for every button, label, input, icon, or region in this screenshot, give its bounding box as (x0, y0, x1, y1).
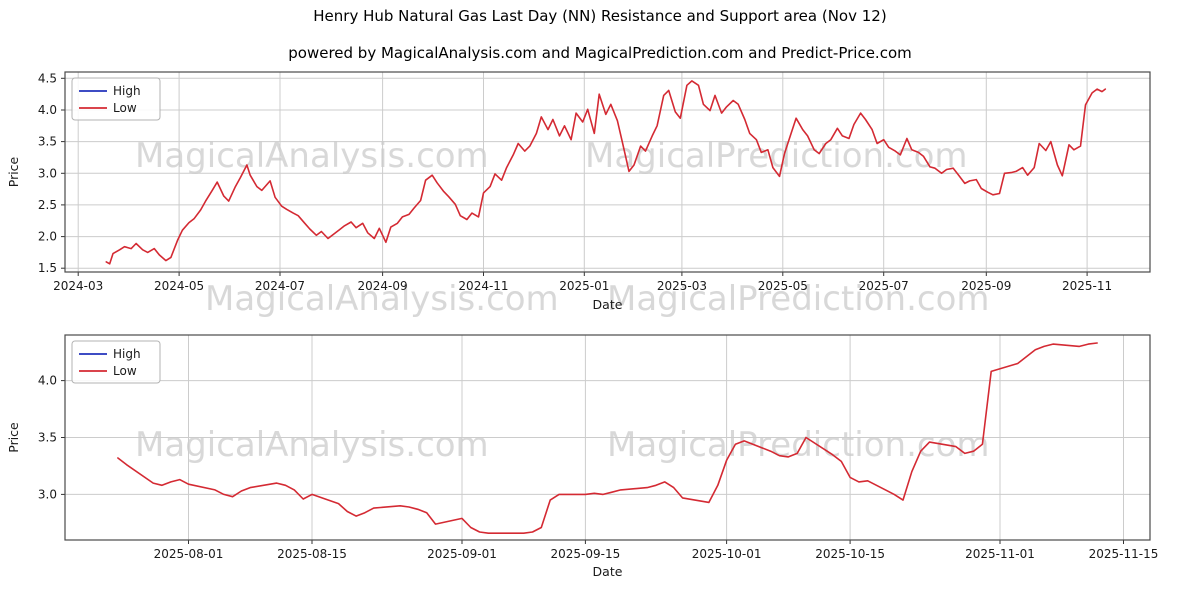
watermark-text: MagicalPrediction.com (607, 279, 990, 319)
y-tick-label: 4.0 (38, 103, 57, 117)
x-tick-label: 2025-08-15 (277, 547, 347, 561)
y-tick-label: 4.5 (38, 71, 57, 85)
y-tick-label: 1.5 (38, 261, 57, 275)
x-tick-label: 2025-03 (657, 279, 707, 293)
chart-title: Henry Hub Natural Gas Last Day (NN) Resi… (313, 7, 887, 25)
legend: High Low (71, 340, 161, 384)
legend-label: Low (113, 364, 137, 378)
y-tick-label: 4.0 (38, 374, 57, 388)
x-tick-label: 2025-10-01 (692, 547, 762, 561)
y-tick-label: 3.5 (38, 431, 57, 445)
x-tick-label: 2024-03 (53, 279, 103, 293)
x-tick-label: 2025-07 (859, 279, 909, 293)
plot-frame (64, 71, 1151, 273)
series-line-low (117, 342, 1098, 535)
x-axis-label: Date (593, 564, 623, 579)
x-tick-label: 2025-05 (758, 279, 808, 293)
x-tick-label: 2025-11-01 (965, 547, 1035, 561)
x-tick-label: 2025-11 (1062, 279, 1112, 293)
legend: High Low (71, 77, 161, 121)
y-tick-label: 3.0 (38, 487, 57, 501)
y-tick-label: 2.0 (38, 230, 57, 244)
x-tick-label: 2025-09-15 (551, 547, 621, 561)
x-axis-label: Date (593, 297, 623, 312)
subplot-1: 2025-08-01 2025-08-15 2025-09-01 2025-09-15… (6, 334, 1159, 579)
legend-label: High (113, 347, 141, 361)
plot-frame (64, 334, 1151, 541)
y-tick-label: 3.5 (38, 135, 57, 149)
y-axis-label: Price (6, 422, 21, 453)
x-tick-label: 2024-11 (458, 279, 508, 293)
x-tick-label: 2024-07 (255, 279, 305, 293)
x-tick-label: 2025-10-15 (815, 547, 885, 561)
y-tick-label: 2.5 (38, 198, 57, 212)
chart-subtitle: powered by MagicalAnalysis.com and Magic… (288, 44, 912, 62)
x-tick-label: 2025-11-15 (1089, 547, 1159, 561)
y-tick-label: 3.0 (38, 166, 57, 180)
legend-label: High (113, 84, 141, 98)
legend-box (71, 77, 161, 121)
x-tick-label: 2024-05 (154, 279, 204, 293)
x-tick-label: 2025-01 (559, 279, 609, 293)
y-axis-label: Price (6, 156, 21, 187)
legend-label: Low (113, 101, 137, 115)
watermark-text: MagicalAnalysis.com (205, 279, 559, 319)
subplot-0: 2024-03 2024-05 2024-07 2024-09 2024-11 2025-… (6, 71, 1151, 312)
watermark-text: MagicalAnalysis.com (135, 136, 489, 176)
x-tick-label: 2024-09 (358, 279, 408, 293)
x-tick-label: 2025-09-01 (427, 547, 497, 561)
x-tick-label: 2025-08-01 (154, 547, 224, 561)
series-line-low (105, 80, 1107, 265)
legend-box (71, 340, 161, 384)
x-tick-label: 2025-09 (961, 279, 1011, 293)
